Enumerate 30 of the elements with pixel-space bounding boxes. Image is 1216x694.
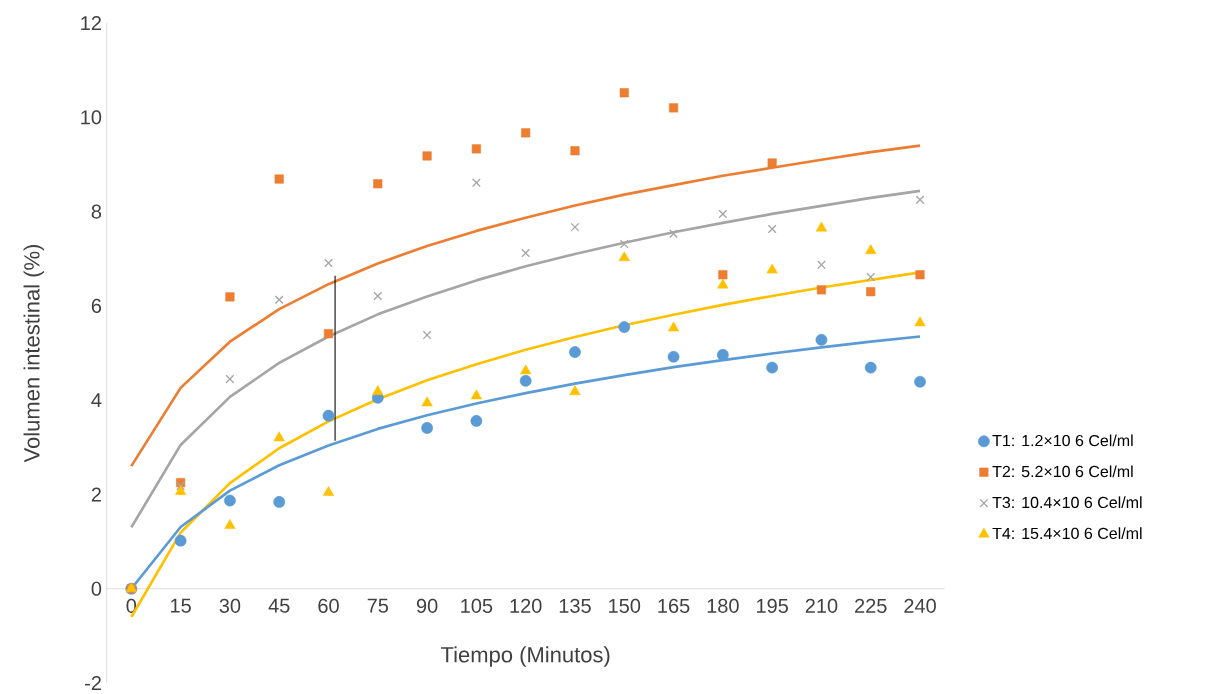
x-tick-label: 195 <box>756 598 788 613</box>
x-tick-label: 225 <box>855 598 887 613</box>
x-tick-label: 45 <box>268 598 290 613</box>
x-tick-label: 180 <box>707 598 739 613</box>
y-tick-label: 4 <box>91 393 102 408</box>
legend-label: T1: 1.2×10 6 Cel/ml <box>992 434 1133 447</box>
y-tick-label: 0 <box>91 581 102 596</box>
legend-label: T2: 5.2×10 6 Cel/ml <box>992 465 1133 478</box>
x-tick-label: 60 <box>318 598 339 613</box>
x-tick-label: 165 <box>658 598 690 613</box>
x-tick-label: 90 <box>416 598 438 613</box>
y-tick-label: 10 <box>81 110 102 125</box>
x-tick-label: 30 <box>219 598 241 613</box>
legend-label: T4: 15.4×10 6 Cel/ml <box>992 527 1142 540</box>
x-tick-label: 75 <box>367 598 389 613</box>
y-tick-label: 12 <box>81 16 101 30</box>
x-tick-label: 210 <box>805 598 838 613</box>
x-tick-label: 120 <box>510 598 542 613</box>
x-tick-label: 105 <box>461 598 493 613</box>
x-axis-title: Tiempo (Minutos) <box>441 646 610 667</box>
x-tick-label: 240 <box>904 598 936 613</box>
y-tick-label: 2 <box>91 487 101 502</box>
x-tick-label: 15 <box>171 598 191 613</box>
y-tick-label: -2 <box>85 676 101 690</box>
x-tick-label: 135 <box>559 598 591 613</box>
x-tick-label: 150 <box>609 598 641 613</box>
y-tick-label: 8 <box>91 204 102 219</box>
y-tick-label: 6 <box>91 298 102 313</box>
legend-label: T3: 10.4×10 6 Cel/ml <box>992 496 1142 509</box>
y-axis-title: Volumen intestinal (%) <box>23 244 45 463</box>
